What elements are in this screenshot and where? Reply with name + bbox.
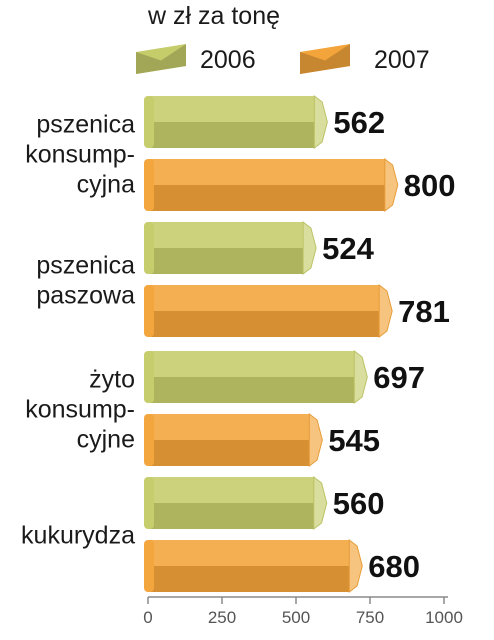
legend-item-2007: 2007: [300, 44, 430, 74]
bar-bottom-face: [148, 440, 310, 466]
value-label: 524: [322, 231, 374, 266]
value-label: 680: [368, 549, 420, 584]
value-label: 697: [373, 360, 425, 395]
category-label: żyto: [89, 366, 135, 394]
bar-bottom-face: [148, 503, 314, 529]
bar-left-cap: [144, 477, 154, 529]
bar-left-cap: [144, 159, 154, 211]
category-label: konsump-: [25, 396, 135, 424]
bar-end-cap: [384, 157, 399, 213]
bar-2006-2: 697: [144, 349, 425, 405]
x-tick-label: 0: [143, 608, 152, 627]
bar-end-cap: [378, 283, 393, 339]
value-label: 545: [328, 423, 380, 458]
bar-2007-3: 680: [144, 538, 420, 594]
bar-top-face: [148, 351, 355, 377]
value-label: 560: [333, 486, 385, 521]
bar-top-face: [148, 414, 310, 440]
x-tick-label: 1000: [425, 608, 463, 627]
x-axis: 0 250 500 750 1000: [143, 596, 463, 627]
bar-end-cap: [313, 475, 328, 531]
bar-2006-0: 562: [144, 94, 385, 150]
bar-end-cap: [313, 94, 328, 150]
bar-top-face: [148, 477, 314, 503]
value-label: 800: [404, 168, 456, 203]
bar-end-cap: [353, 349, 368, 405]
category-label: kukurydza: [21, 522, 135, 550]
bar-2007-0: 800: [144, 157, 456, 213]
value-label: 781: [398, 294, 450, 329]
bar-left-cap: [144, 222, 154, 274]
bar-top-face: [148, 285, 380, 311]
bar-top-face: [148, 159, 385, 185]
bar-2006-3: 560: [144, 475, 385, 531]
bar-bottom-face: [148, 566, 350, 592]
bar-left-cap: [144, 351, 154, 403]
bar-bottom-face: [148, 248, 304, 274]
category-labels: pszenicakonsump-cyjnapszenicapaszoważyto…: [21, 111, 135, 550]
bar-bottom-face: [148, 377, 355, 403]
category-label: konsump-: [25, 141, 135, 169]
legend-swatch-shade: [300, 44, 350, 74]
bars: 562 800 524 781 697 545 560 680: [144, 94, 456, 594]
bar-end-cap: [348, 538, 363, 594]
x-tick-label: 500: [282, 608, 310, 627]
bar-left-cap: [144, 414, 154, 466]
legend-label: 2006: [200, 46, 256, 74]
bar-top-face: [148, 222, 304, 248]
category-label: paszowa: [36, 282, 135, 310]
x-tick-label: 750: [356, 608, 384, 627]
category-label: cyjna: [77, 171, 135, 199]
bar-top-face: [148, 540, 350, 566]
category-label: pszenica: [36, 111, 135, 139]
legend-swatch-shade: [136, 44, 186, 74]
x-tick-label: 250: [208, 608, 236, 627]
bar-top-face: [148, 96, 315, 122]
legend: 2006 2007: [136, 44, 430, 74]
category-label: pszenica: [36, 252, 135, 280]
legend-label: 2007: [374, 46, 430, 74]
bar-2007-1: 781: [144, 283, 450, 339]
category-label: cyjne: [77, 426, 135, 454]
bar-bottom-face: [148, 122, 315, 148]
legend-item-2006: 2006: [136, 44, 256, 74]
bar-end-cap: [308, 412, 323, 468]
bar-bottom-face: [148, 185, 385, 211]
bar-left-cap: [144, 96, 154, 148]
bar-bottom-face: [148, 311, 380, 337]
bar-left-cap: [144, 285, 154, 337]
bar-2007-2: 545: [144, 412, 380, 468]
unit-label: w zł za tonę: [147, 2, 280, 30]
bar-2006-1: 524: [144, 220, 375, 276]
bar-left-cap: [144, 540, 154, 592]
value-label: 562: [333, 105, 385, 140]
bar-end-cap: [302, 220, 317, 276]
